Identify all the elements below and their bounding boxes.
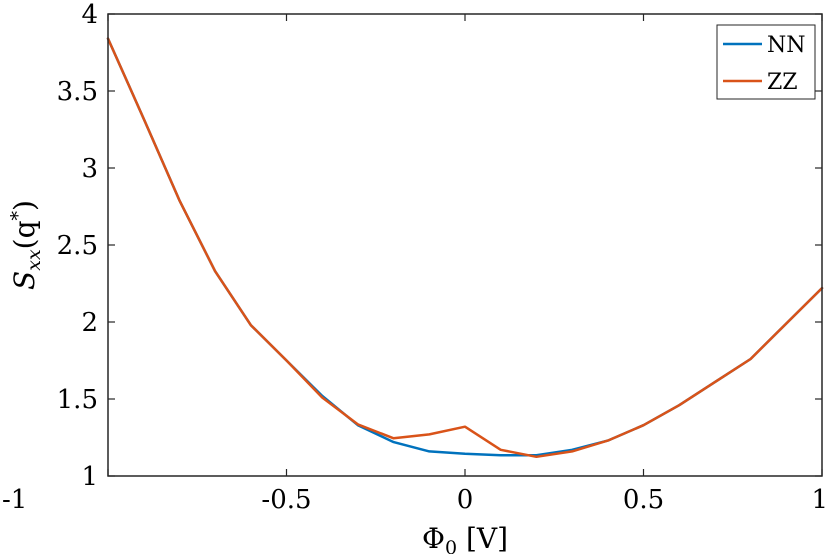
x-axis-label: Φ0 [V] — [422, 522, 508, 554]
x-tick-label: -1 — [2, 485, 27, 515]
x-tick-label: -0.5 — [261, 485, 311, 515]
y-tick-label: 3.5 — [57, 77, 98, 107]
y-tick-label: 1.5 — [57, 385, 98, 415]
y-axis-label: Sxx(q*) — [7, 200, 45, 290]
x-tick-label: 0.5 — [623, 485, 664, 515]
y-tick-label: 3 — [81, 154, 98, 184]
y-tick-label: 4 — [81, 0, 98, 30]
plot-area — [108, 14, 822, 476]
y-tick-label: 2 — [81, 308, 98, 338]
y-tick-label: 2.5 — [57, 231, 98, 261]
y-tick-label: 1 — [81, 462, 98, 492]
series-layer — [106, 37, 824, 459]
legend-box — [716, 24, 816, 100]
x-tick-label: 0 — [457, 485, 474, 515]
legend-label-zz: ZZ — [767, 70, 798, 95]
x-axis: -1 -0.5 0 0.5 1 — [2, 14, 828, 515]
series-line-zz — [106, 37, 824, 459]
legend: NN ZZ — [716, 24, 816, 100]
y-axis: 1 1.5 2 2.5 3 3.5 4 — [57, 0, 822, 492]
x-tick-label: 1 — [811, 485, 828, 515]
legend-label-nn: NN — [767, 33, 806, 58]
